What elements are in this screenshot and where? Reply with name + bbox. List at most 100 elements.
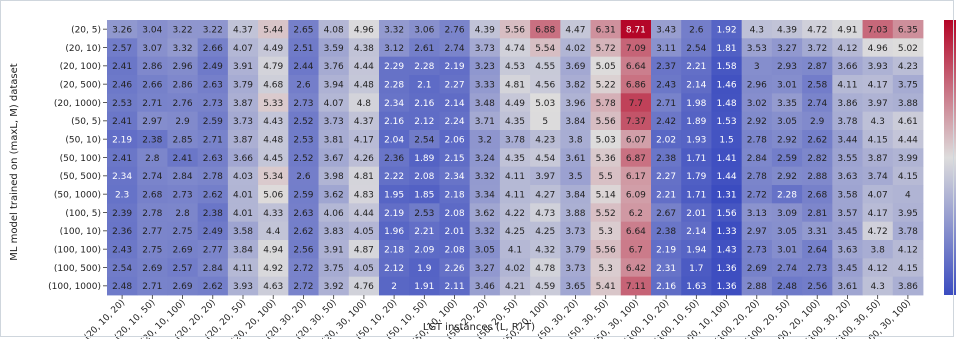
heatmap-cell [288, 93, 319, 113]
heatmap-cell [167, 93, 199, 113]
heatmap-cell [469, 93, 501, 113]
heatmap-cell [651, 148, 682, 168]
heatmap-cell [620, 240, 652, 259]
cell-value-label: 3.75 [324, 264, 344, 274]
cell-value-label: 1.71 [686, 190, 706, 200]
cell-value-label: 2.12 [414, 117, 434, 127]
cell-value-label: 2.18 [384, 245, 404, 255]
heatmap-cell [167, 56, 199, 76]
heatmap-cell [197, 148, 229, 168]
cell-value-label: 2.14 [686, 80, 706, 90]
heatmap-cell [620, 185, 652, 204]
cell-value-label: 4.53 [505, 62, 525, 72]
heatmap-cell [258, 240, 289, 259]
cell-value-label: 2.88 [747, 282, 767, 292]
heatmap-cell [348, 38, 380, 58]
cell-value-label: 4.56 [535, 80, 555, 90]
heatmap-cell [258, 56, 289, 76]
heatmap-cell [530, 221, 561, 241]
heatmap-cell [227, 75, 259, 94]
heatmap-cell [318, 111, 350, 131]
heatmap-cell [590, 185, 622, 204]
cell-value-label: 2.56 [807, 282, 827, 292]
heatmap-cell [771, 203, 803, 223]
cell-value-label: 4.49 [263, 44, 283, 54]
cell-value-label: 7.09 [626, 44, 646, 54]
heatmap-cell [318, 240, 350, 259]
heatmap-cell [862, 276, 894, 296]
cell-value-label: 2.48 [777, 282, 797, 292]
cell-value-label: 3.31 [807, 227, 827, 237]
heatmap-cell [439, 130, 471, 149]
cell-value-label: 2.01 [686, 209, 706, 219]
cell-value-label: 2.69 [142, 264, 162, 274]
cell-value-label: 4.43 [263, 117, 283, 127]
heatmap-cell [499, 93, 531, 113]
heatmap-cell [832, 20, 863, 39]
heatmap-cell [771, 111, 803, 131]
cell-value-label: 2.52 [293, 154, 313, 164]
y-tick-label: (100, 100) [54, 245, 101, 255]
cell-value-label: 3.98 [324, 172, 344, 182]
cell-value-label: 3.86 [837, 99, 857, 109]
heatmap-cell [439, 221, 471, 241]
cell-value-label: 3.72 [807, 44, 827, 54]
cell-value-label: 2.72 [293, 282, 313, 292]
cell-value-label: 2.62 [203, 282, 223, 292]
cell-value-label: 4.02 [505, 264, 525, 274]
heatmap-cell [651, 130, 682, 149]
heatmap-cell [590, 130, 622, 149]
heatmap-cell [137, 276, 168, 296]
cell-value-label: 3.23 [475, 62, 495, 72]
heatmap-cell [409, 20, 440, 39]
heatmap-cell [227, 166, 259, 186]
heatmap-cell [802, 203, 833, 223]
heatmap-cell [288, 240, 319, 259]
cell-value-label: 2.19 [384, 209, 404, 219]
heatmap-cell [651, 56, 682, 76]
heatmap-cell [409, 240, 440, 259]
cell-value-label: 3.94 [324, 80, 344, 90]
heatmap-cell [590, 166, 622, 186]
heatmap-cell [711, 185, 743, 204]
heatmap-cell [409, 130, 440, 149]
heatmap-cell [258, 130, 289, 149]
heatmap-cell [802, 93, 833, 113]
cell-value-label: 3.05 [777, 227, 797, 237]
heatmap-cell [771, 258, 803, 278]
heatmap-cell [741, 203, 773, 223]
heatmap-cell [227, 276, 259, 296]
cell-value-label: 4.05 [354, 264, 374, 274]
heatmap-cell [167, 111, 199, 131]
cell-value-label: 3.91 [233, 62, 253, 72]
heatmap-cell [590, 111, 622, 131]
cell-value-label: 1.48 [717, 99, 737, 109]
heatmap-cell [348, 240, 380, 259]
cell-value-label: 1.89 [414, 154, 434, 164]
heatmap-cell [137, 56, 168, 76]
heatmap-cell [288, 258, 319, 278]
heatmap-cell [560, 75, 591, 94]
y-tick-label: (20, 10) [65, 44, 101, 54]
cell-value-label: 2.78 [203, 172, 223, 182]
heatmap-cell [167, 185, 199, 204]
heatmap-cell [167, 20, 199, 39]
cell-value-label: 5.34 [263, 172, 283, 182]
heatmap-cell [681, 75, 712, 94]
cell-value-label: 3 [754, 62, 760, 72]
heatmap-cell [318, 38, 350, 58]
heatmap-cell [137, 185, 168, 204]
cell-value-label: 2.59 [777, 154, 797, 164]
cell-value-label: 3.67 [324, 154, 344, 164]
heatmap-cell [348, 203, 380, 223]
heatmap-cell [560, 93, 591, 113]
cell-value-label: 5.72 [596, 44, 616, 54]
heatmap-cell [107, 93, 138, 113]
cell-value-label: 4.15 [898, 172, 918, 182]
heatmap-cell [651, 221, 682, 241]
heatmap-cell [379, 166, 410, 186]
heatmap-cell [409, 38, 440, 58]
heatmap-cell [137, 148, 168, 168]
heatmap-cell [832, 240, 863, 259]
heatmap-cell [771, 130, 803, 149]
